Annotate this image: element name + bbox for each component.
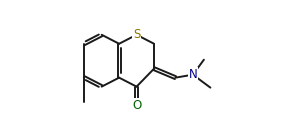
- Text: S: S: [133, 28, 140, 41]
- Text: N: N: [189, 68, 197, 81]
- Text: O: O: [132, 99, 141, 112]
